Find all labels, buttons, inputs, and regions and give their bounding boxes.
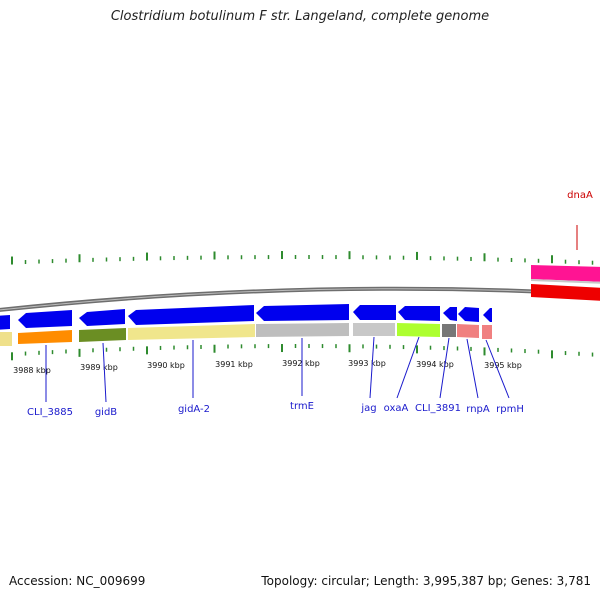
- gene-label-rpmH[interactable]: rpmH: [496, 404, 524, 415]
- category-block: [256, 323, 349, 337]
- gene-label-gidA-2[interactable]: gidA-2: [178, 404, 210, 415]
- gene-label-leader: [439, 337, 450, 399]
- gene-label-gidB[interactable]: gidB: [95, 407, 117, 418]
- accession-label: Accession: NC_009699: [9, 574, 146, 588]
- gene-arrow[interactable]: [79, 309, 125, 326]
- category-block: [482, 325, 492, 339]
- gene-label-jag[interactable]: jag: [360, 403, 376, 414]
- tick-label: 3991 kbp: [215, 360, 253, 369]
- gene-arrow[interactable]: [256, 304, 349, 321]
- gene-label-oxaA[interactable]: oxaA: [384, 403, 409, 414]
- tick-label: 3995 kbp: [484, 361, 522, 370]
- bottom-tick-track: [11, 344, 594, 361]
- gene-arrow-track: [0, 304, 492, 330]
- category-block: [457, 324, 479, 338]
- category-block: [128, 324, 255, 340]
- tick-label: 3990 kbp: [147, 361, 185, 370]
- gene-arrow[interactable]: [483, 308, 492, 322]
- gene-arrow[interactable]: [458, 307, 479, 322]
- gene-label-rnpA[interactable]: rnpA: [466, 404, 490, 415]
- gene-label-leader: [396, 336, 420, 399]
- gene-label-trmE[interactable]: trmE: [290, 401, 314, 412]
- category-block-dnaA: [531, 284, 600, 301]
- tick-label: 3992 kbp: [282, 359, 320, 368]
- gene-category-track: [0, 323, 492, 346]
- gene-arrow[interactable]: [398, 306, 440, 321]
- gene-arrow[interactable]: [128, 305, 254, 325]
- map-title: Clostridium botulinum F str. Langeland, …: [110, 9, 490, 24]
- gene-label-leader: [102, 342, 107, 403]
- gene-label-leader: [466, 338, 479, 399]
- gene-label-dnaA[interactable]: dnaA: [567, 190, 593, 201]
- tick-label: 3988 kbp: [13, 366, 51, 375]
- genome-backbone-highlight: [0, 288, 600, 311]
- category-block: [0, 332, 12, 346]
- gene-label-CLI_3885[interactable]: CLI_3885: [27, 407, 73, 418]
- category-block: [353, 323, 395, 336]
- gene-label-leader: [369, 336, 375, 399]
- gene-arrow[interactable]: [18, 310, 72, 328]
- topology-label: Topology: circular; Length: 3,995,387 bp…: [261, 574, 591, 588]
- tick-label: 3993 kbp: [348, 359, 386, 368]
- category-block: [79, 328, 126, 342]
- category-block: [442, 324, 456, 337]
- gene-arrow-dnaA[interactable]: [531, 265, 600, 282]
- tick-label: 3989 kbp: [80, 363, 118, 372]
- gene-arrow[interactable]: [0, 315, 10, 330]
- category-block: [397, 323, 440, 337]
- top-tick-track: [11, 251, 594, 265]
- gene-arrow-dnaA-shadow: [531, 279, 600, 284]
- gene-arrow[interactable]: [443, 307, 457, 321]
- gene-arrow[interactable]: [353, 305, 396, 320]
- tick-label: 3994 kbp: [416, 360, 454, 369]
- gene-label-CLI_3891[interactable]: CLI_3891: [415, 403, 461, 414]
- category-block: [18, 330, 72, 344]
- gene-label-leader: [485, 339, 510, 399]
